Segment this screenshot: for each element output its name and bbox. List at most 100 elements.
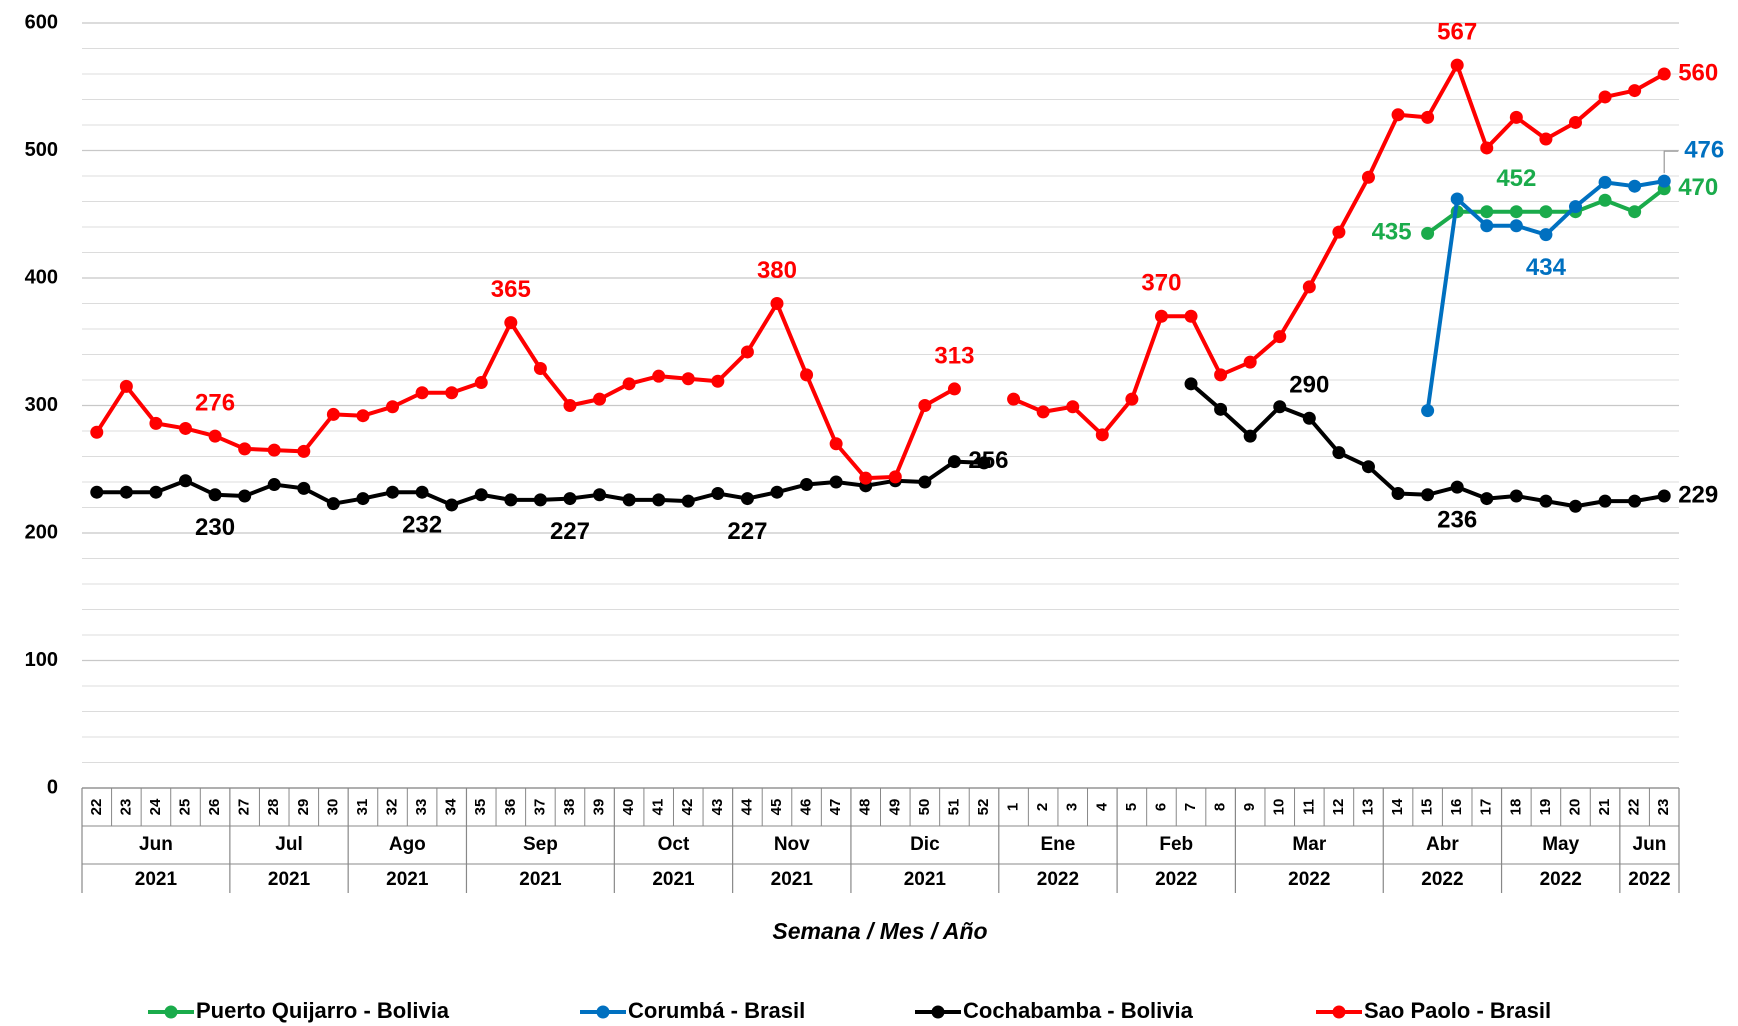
point xyxy=(1628,494,1642,508)
x-tick-label: 51 xyxy=(945,799,962,816)
legend-marker xyxy=(596,1005,610,1019)
x-tick-label: 37 xyxy=(531,799,548,816)
month-label: Sep xyxy=(523,834,558,855)
point xyxy=(918,475,932,489)
year-label: 2022 xyxy=(1540,869,1582,890)
point xyxy=(1125,392,1139,406)
point xyxy=(711,486,725,500)
month-label: Oct xyxy=(658,834,690,855)
point xyxy=(593,488,607,502)
x-tick-label: 12 xyxy=(1330,799,1347,816)
point xyxy=(1598,193,1612,207)
point xyxy=(1302,411,1316,425)
point xyxy=(888,470,902,484)
data-label: 380 xyxy=(757,257,797,284)
point xyxy=(770,297,784,310)
point xyxy=(1361,170,1375,184)
year-label: 2022 xyxy=(1037,869,1079,890)
point xyxy=(1539,494,1553,508)
point xyxy=(267,478,281,492)
year-label: 2021 xyxy=(652,869,695,890)
x-tick-label: 52 xyxy=(975,799,992,816)
point xyxy=(1361,460,1375,474)
data-label: 313 xyxy=(934,342,974,369)
point xyxy=(829,437,843,451)
point xyxy=(1598,175,1612,189)
x-tick-label: 32 xyxy=(383,799,400,816)
point xyxy=(800,368,814,382)
y-tick-label: 300 xyxy=(25,394,58,416)
x-tick-label: 29 xyxy=(295,799,312,816)
x-tick-label: 10 xyxy=(1271,799,1288,816)
data-label: 452 xyxy=(1496,165,1536,192)
year-label: 2021 xyxy=(771,869,814,890)
point xyxy=(1391,108,1405,122)
point xyxy=(119,485,133,499)
data-label: 229 xyxy=(1678,481,1718,508)
x-tick-label: 1 xyxy=(1005,803,1022,811)
x-tick-label: 7 xyxy=(1182,803,1199,811)
year-label: 2021 xyxy=(519,869,562,890)
x-tick-label: 33 xyxy=(413,799,430,816)
x-tick-label: 48 xyxy=(857,799,874,816)
x-tick-label: 22 xyxy=(1626,799,1643,816)
legend-marker xyxy=(1332,1005,1346,1019)
x-tick-label: 20 xyxy=(1566,799,1583,816)
data-label: 370 xyxy=(1141,270,1181,297)
point xyxy=(652,493,666,507)
x-tick-label: 6 xyxy=(1152,803,1169,811)
x-tick-label: 31 xyxy=(354,799,371,816)
point xyxy=(90,485,104,499)
point xyxy=(1568,115,1582,129)
point xyxy=(1657,174,1671,188)
x-tick-label: 5 xyxy=(1123,803,1140,811)
point xyxy=(1184,377,1198,391)
year-label: 2021 xyxy=(386,869,429,890)
point xyxy=(563,399,577,412)
point xyxy=(208,429,222,443)
x-tick-label: 9 xyxy=(1241,803,1258,811)
point xyxy=(1539,205,1553,219)
point xyxy=(859,471,873,485)
point xyxy=(1214,402,1228,416)
x-tick-label: 46 xyxy=(798,799,815,816)
point xyxy=(1095,428,1109,442)
x-tick-label: 3 xyxy=(1064,803,1081,811)
point xyxy=(1332,225,1346,239)
x-tick-label: 25 xyxy=(176,799,193,816)
x-tick-label: 27 xyxy=(236,799,253,816)
x-tick-label: 28 xyxy=(265,799,282,816)
month-label: Feb xyxy=(1159,834,1193,855)
point xyxy=(356,492,370,506)
x-tick-label: 16 xyxy=(1448,799,1465,816)
x-tick-label: 50 xyxy=(916,799,933,816)
point xyxy=(297,481,311,495)
x-tick-label: 23 xyxy=(1655,799,1672,816)
point xyxy=(238,489,252,503)
x-tick-label: 35 xyxy=(472,799,489,816)
data-label: 230 xyxy=(195,514,235,541)
x-tick-label: 43 xyxy=(709,799,726,816)
data-label: 276 xyxy=(195,389,235,416)
point xyxy=(1509,110,1523,124)
year-label: 2022 xyxy=(1288,869,1330,890)
point xyxy=(1509,205,1523,219)
point xyxy=(504,493,518,507)
month-label: Dic xyxy=(910,834,940,855)
point xyxy=(445,498,459,512)
point xyxy=(1628,205,1642,219)
y-tick-label: 200 xyxy=(25,521,58,543)
point xyxy=(386,400,400,414)
point xyxy=(1007,392,1021,406)
data-label: 227 xyxy=(550,518,590,545)
point xyxy=(1598,90,1612,104)
x-tick-label: 38 xyxy=(561,799,578,816)
point xyxy=(800,478,814,492)
point xyxy=(179,474,193,488)
month-label: Jul xyxy=(275,834,302,855)
data-label: 227 xyxy=(727,518,767,545)
point xyxy=(681,494,695,508)
point xyxy=(1509,489,1523,503)
month-label: Jun xyxy=(1633,834,1667,855)
